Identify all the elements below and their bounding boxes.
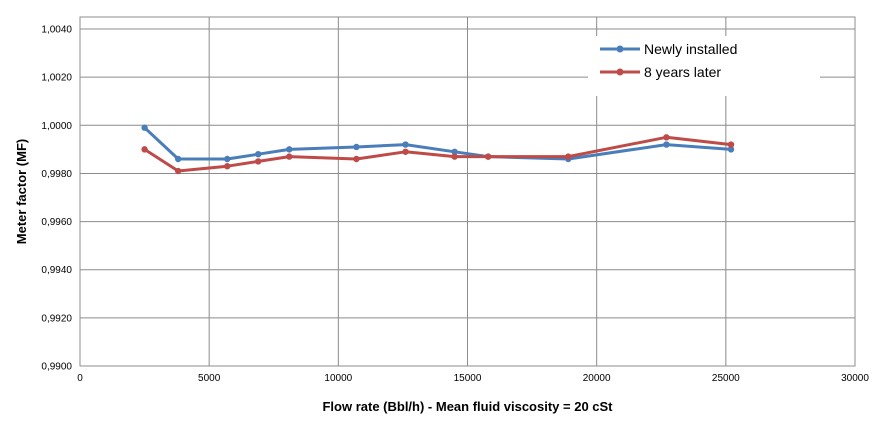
legend-label-newly-installed: Newly installed: [644, 41, 737, 57]
data-point-newly-installed: [224, 155, 231, 163]
x-tick-label: 15000: [454, 373, 482, 384]
data-point-newly-installed: [402, 141, 409, 148]
data-point-8-years-later: [451, 153, 458, 160]
series-line-8-years-later: [143, 135, 732, 173]
x-tick-label: 0: [77, 373, 83, 384]
data-point-8-years-later: [402, 148, 409, 155]
x-axis-tick-labels: 0 5000 10000 15000 20000 25000 30000: [77, 373, 869, 384]
x-tick-label: 10000: [324, 373, 352, 384]
x-tick-label: 30000: [841, 373, 869, 384]
legend-marker-newly-installed: [616, 45, 624, 53]
legend-label-8-years-later: 8 years later: [644, 64, 721, 80]
data-point-8-years-later: [484, 153, 492, 160]
y-tick-label: 0,9920: [41, 313, 72, 324]
y-tick-label: 0,9980: [41, 169, 72, 180]
data-point-8-years-later: [174, 167, 182, 175]
y-axis-label: Meter factor (MF): [14, 139, 29, 244]
series-8-years-later: [141, 134, 735, 175]
legend-background: [588, 36, 820, 96]
legend-item-8-years-later: 8 years later: [600, 64, 721, 80]
y-tick-label: 0,9960: [41, 217, 72, 228]
y-axis-tick-labels: 0,9900 0,9920 0,9940 0,9960 0,9980 1,0000 1,00…: [41, 25, 72, 373]
data-point-newly-installed: [286, 146, 293, 153]
y-tick-label: 0,9900: [41, 362, 72, 373]
x-tick-label: 20000: [583, 373, 611, 384]
y-tick-label: 1,0020: [41, 73, 72, 84]
data-point-newly-installed: [353, 143, 360, 151]
legend: Newly installed 8 years later: [588, 36, 820, 96]
legend-item-newly-installed: Newly installed: [600, 41, 737, 57]
legend-marker-8-years-later: [616, 68, 624, 76]
data-point-8-years-later: [224, 163, 231, 170]
series-line-newly-installed: [143, 126, 732, 161]
data-point-newly-installed: [727, 146, 735, 153]
data-point-newly-installed: [663, 141, 670, 148]
y-tick-label: 0,9940: [41, 265, 72, 276]
x-axis-label: Flow rate (Bbl/h) - Mean fluid viscosity…: [322, 399, 613, 414]
data-point-newly-installed: [451, 148, 458, 155]
data-point-8-years-later: [255, 158, 262, 165]
data-point-8-years-later: [141, 146, 148, 153]
data-point-8-years-later: [353, 155, 360, 163]
data-point-newly-installed: [255, 150, 262, 158]
x-tick-label: 5000: [198, 373, 221, 384]
x-tick-label: 25000: [712, 373, 740, 384]
plot-area-frame: [79, 16, 856, 367]
data-point-newly-installed: [174, 155, 182, 163]
y-tick-label: 1,0000: [41, 121, 72, 132]
series-layer: [141, 124, 735, 175]
data-point-8-years-later: [663, 134, 670, 141]
data-point-8-years-later: [727, 141, 735, 148]
data-point-newly-installed: [141, 124, 148, 131]
data-point-8-years-later: [286, 153, 293, 160]
y-tick-label: 1,0040: [41, 25, 72, 36]
data-point-8-years-later: [565, 153, 572, 160]
